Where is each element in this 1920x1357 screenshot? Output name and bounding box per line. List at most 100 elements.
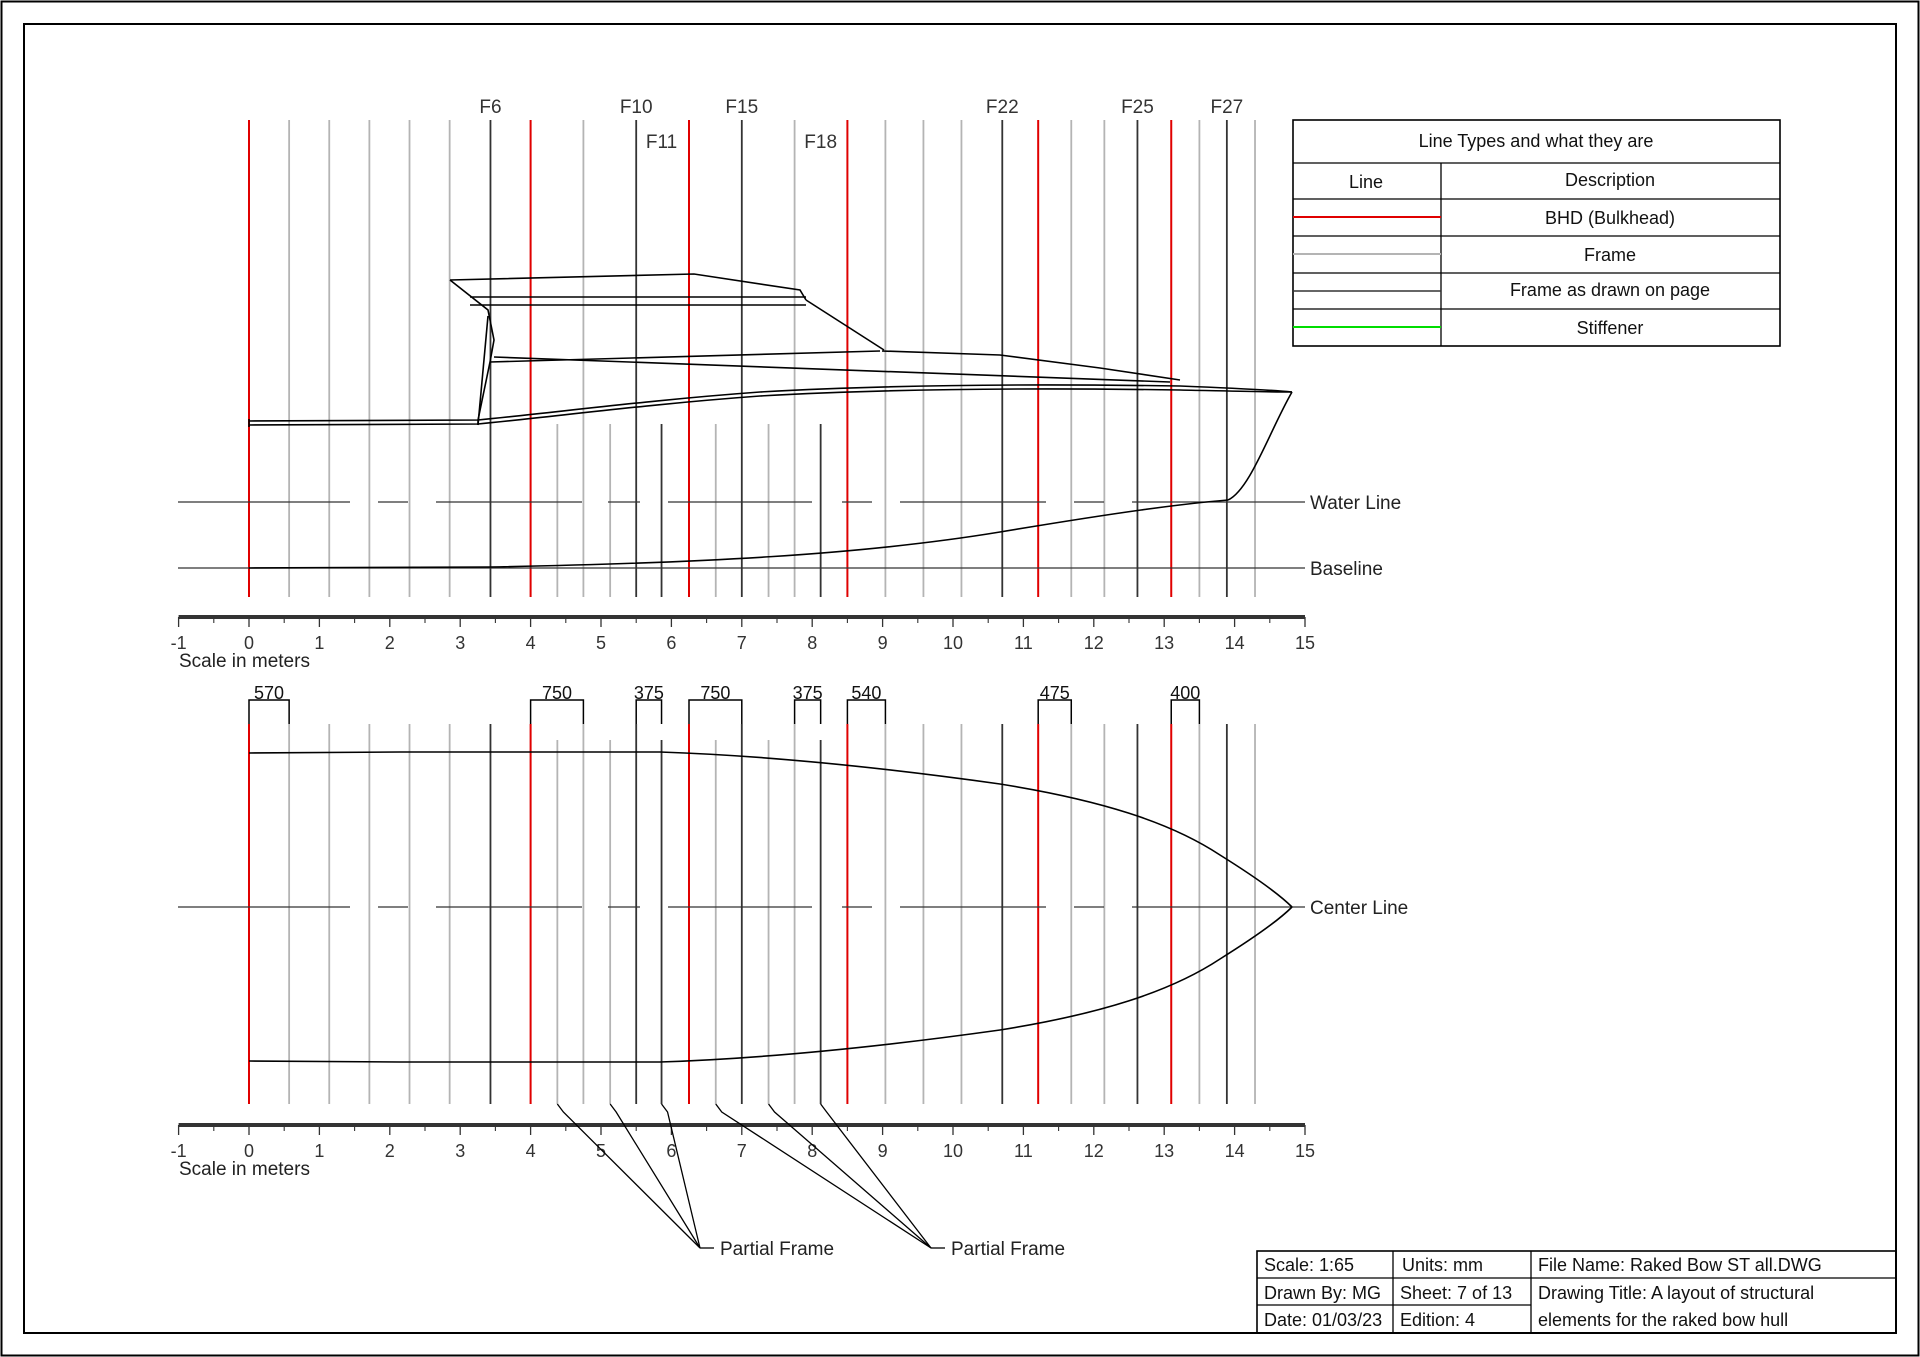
spacing-dimension [635,699,663,724]
legend-desc-bhd: BHD (Bulkhead) [1545,208,1675,228]
legend-desc-drawn: Frame as drawn on page [1510,280,1710,300]
scale-tick-label: 8 [807,633,817,653]
leader-line [661,1103,701,1249]
spacing-dimension [846,699,887,724]
partial-frame-leaders [556,1103,945,1249]
scale-tick-label: -1 [171,633,187,653]
profile-station-lines [248,120,1256,597]
spacing-label: 570 [254,683,284,703]
spacing-dimension [529,699,585,724]
legend-desc-stiffener: Stiffener [1577,318,1644,338]
center-line-label: Center Line [1310,898,1408,919]
spacing-dimension [1170,699,1201,724]
scale-tick-label: 7 [737,633,747,653]
frame-label: F15 [725,97,758,118]
tb-date: Date: 01/03/23 [1264,1310,1382,1330]
spacing-dimension [1037,699,1073,724]
spacing-dimension [688,699,743,724]
scale-tick-label: 4 [526,1141,536,1161]
scale-tick-label: 2 [385,633,395,653]
scale-tick-label: 13 [1154,633,1174,653]
legend-col-line: Line [1349,172,1383,192]
spacing-label: 540 [851,683,881,703]
spacing-label: 750 [700,683,730,703]
scale-bottom-label: Scale in meters [179,1159,310,1180]
leader-line [768,1103,932,1249]
plan-station-lines [248,724,1256,1104]
tb-sheet: Sheet: 7 of 13 [1400,1283,1512,1303]
scale-tick-label: 5 [596,633,606,653]
partial-frame-label-2: Partial Frame [951,1239,1065,1260]
tb-edition: Edition: 4 [1400,1310,1475,1330]
tb-drawn-by: Drawn By: MG [1264,1283,1381,1303]
tb-scale: Scale: 1:65 [1264,1255,1354,1275]
water-line-label: Water Line [1310,493,1401,514]
spacing-label: 750 [542,683,572,703]
frame-label: F25 [1121,97,1154,118]
scale-tick-label: 3 [455,633,465,653]
spacing-dimension [793,699,822,724]
scale-tick-label: 14 [1225,1141,1245,1161]
scale-tick-label: 10 [943,1141,963,1161]
scale-tick-label: 1 [314,1141,324,1161]
scale-tick-label: 1 [314,633,324,653]
line-type-legend: Line Types and what they are Line Descri… [1292,119,1781,347]
leader-line [820,1103,932,1249]
scale-tick-label: 6 [666,633,676,653]
spacing-label: 400 [1170,683,1200,703]
spacing-label: 475 [1040,683,1070,703]
tb-file-name: File Name: Raked Bow ST all.DWG [1538,1255,1822,1275]
frame-label: F6 [479,97,501,118]
plan-partial-frames [556,740,822,1104]
scale-tick-label: 9 [878,1141,888,1161]
scale-bar-top: -1 0 1 2 3 4 5 6 7 8 9 10 11 12 13 14 15 [171,615,1315,653]
tb-drawing-title-1: Drawing Title: A layout of structural [1538,1283,1814,1303]
scale-tick-label: 14 [1225,633,1245,653]
scale-tick-label: 12 [1084,633,1104,653]
scale-tick-label: 13 [1154,1141,1174,1161]
scale-tick-label: 4 [526,633,536,653]
frame-label: F27 [1210,97,1243,118]
scale-tick-label: 11 [1014,633,1033,653]
frame-label: F18 [804,132,837,153]
scale-tick-label: 5 [596,1141,606,1161]
leader-line [556,1103,701,1249]
scale-top-label: Scale in meters [179,651,310,672]
frame-spacing-dimensions: 570 750 375 750 375 540 475 400 [248,683,1201,724]
profile-frame-labels: F6 F10 F11 F15 F18 F22 F25 F27 [479,97,1243,153]
scale-tick-label: 2 [385,1141,395,1161]
scale-tick-label: 3 [455,1141,465,1161]
hull-plan-outline [248,751,1293,1063]
scale-tick-label: 15 [1295,633,1315,653]
baseline-label: Baseline [1310,559,1383,580]
title-block: Scale: 1:65 Units: mm File Name: Raked B… [1256,1250,1897,1334]
tb-units: Units: mm [1402,1255,1483,1275]
scale-tick-label: 8 [807,1141,817,1161]
frame-label: F22 [986,97,1019,118]
legend-col-desc: Description [1565,170,1655,190]
scale-tick-label: 15 [1295,1141,1315,1161]
legend-desc-frame: Frame [1584,245,1636,265]
partial-frame-label-1: Partial Frame [720,1239,834,1260]
scale-tick-label: 11 [1014,1141,1033,1161]
scale-tick-label: 7 [737,1141,747,1161]
scale-tick-label: 0 [244,633,254,653]
scale-tick-label: -1 [171,1141,187,1161]
frame-label: F10 [620,97,653,118]
scale-tick-label: 12 [1084,1141,1104,1161]
leader-line [715,1103,932,1249]
scale-tick-label: 10 [943,633,963,653]
legend-title: Line Types and what they are [1419,131,1654,151]
scale-tick-label: 0 [244,1141,254,1161]
tb-drawing-title-2: elements for the raked bow hull [1538,1310,1788,1330]
spacing-label: 375 [793,683,823,703]
frame-label: F11 [646,132,677,153]
inner-border [23,23,1897,1334]
spacing-dimension [248,699,290,724]
scale-tick-label: 9 [878,633,888,653]
scale-bar-bottom: -1 0 1 2 3 4 5 6 7 8 9 10 11 12 13 14 15 [171,1123,1315,1161]
scale-tick-label: 6 [666,1141,676,1161]
leader-line [609,1103,701,1249]
